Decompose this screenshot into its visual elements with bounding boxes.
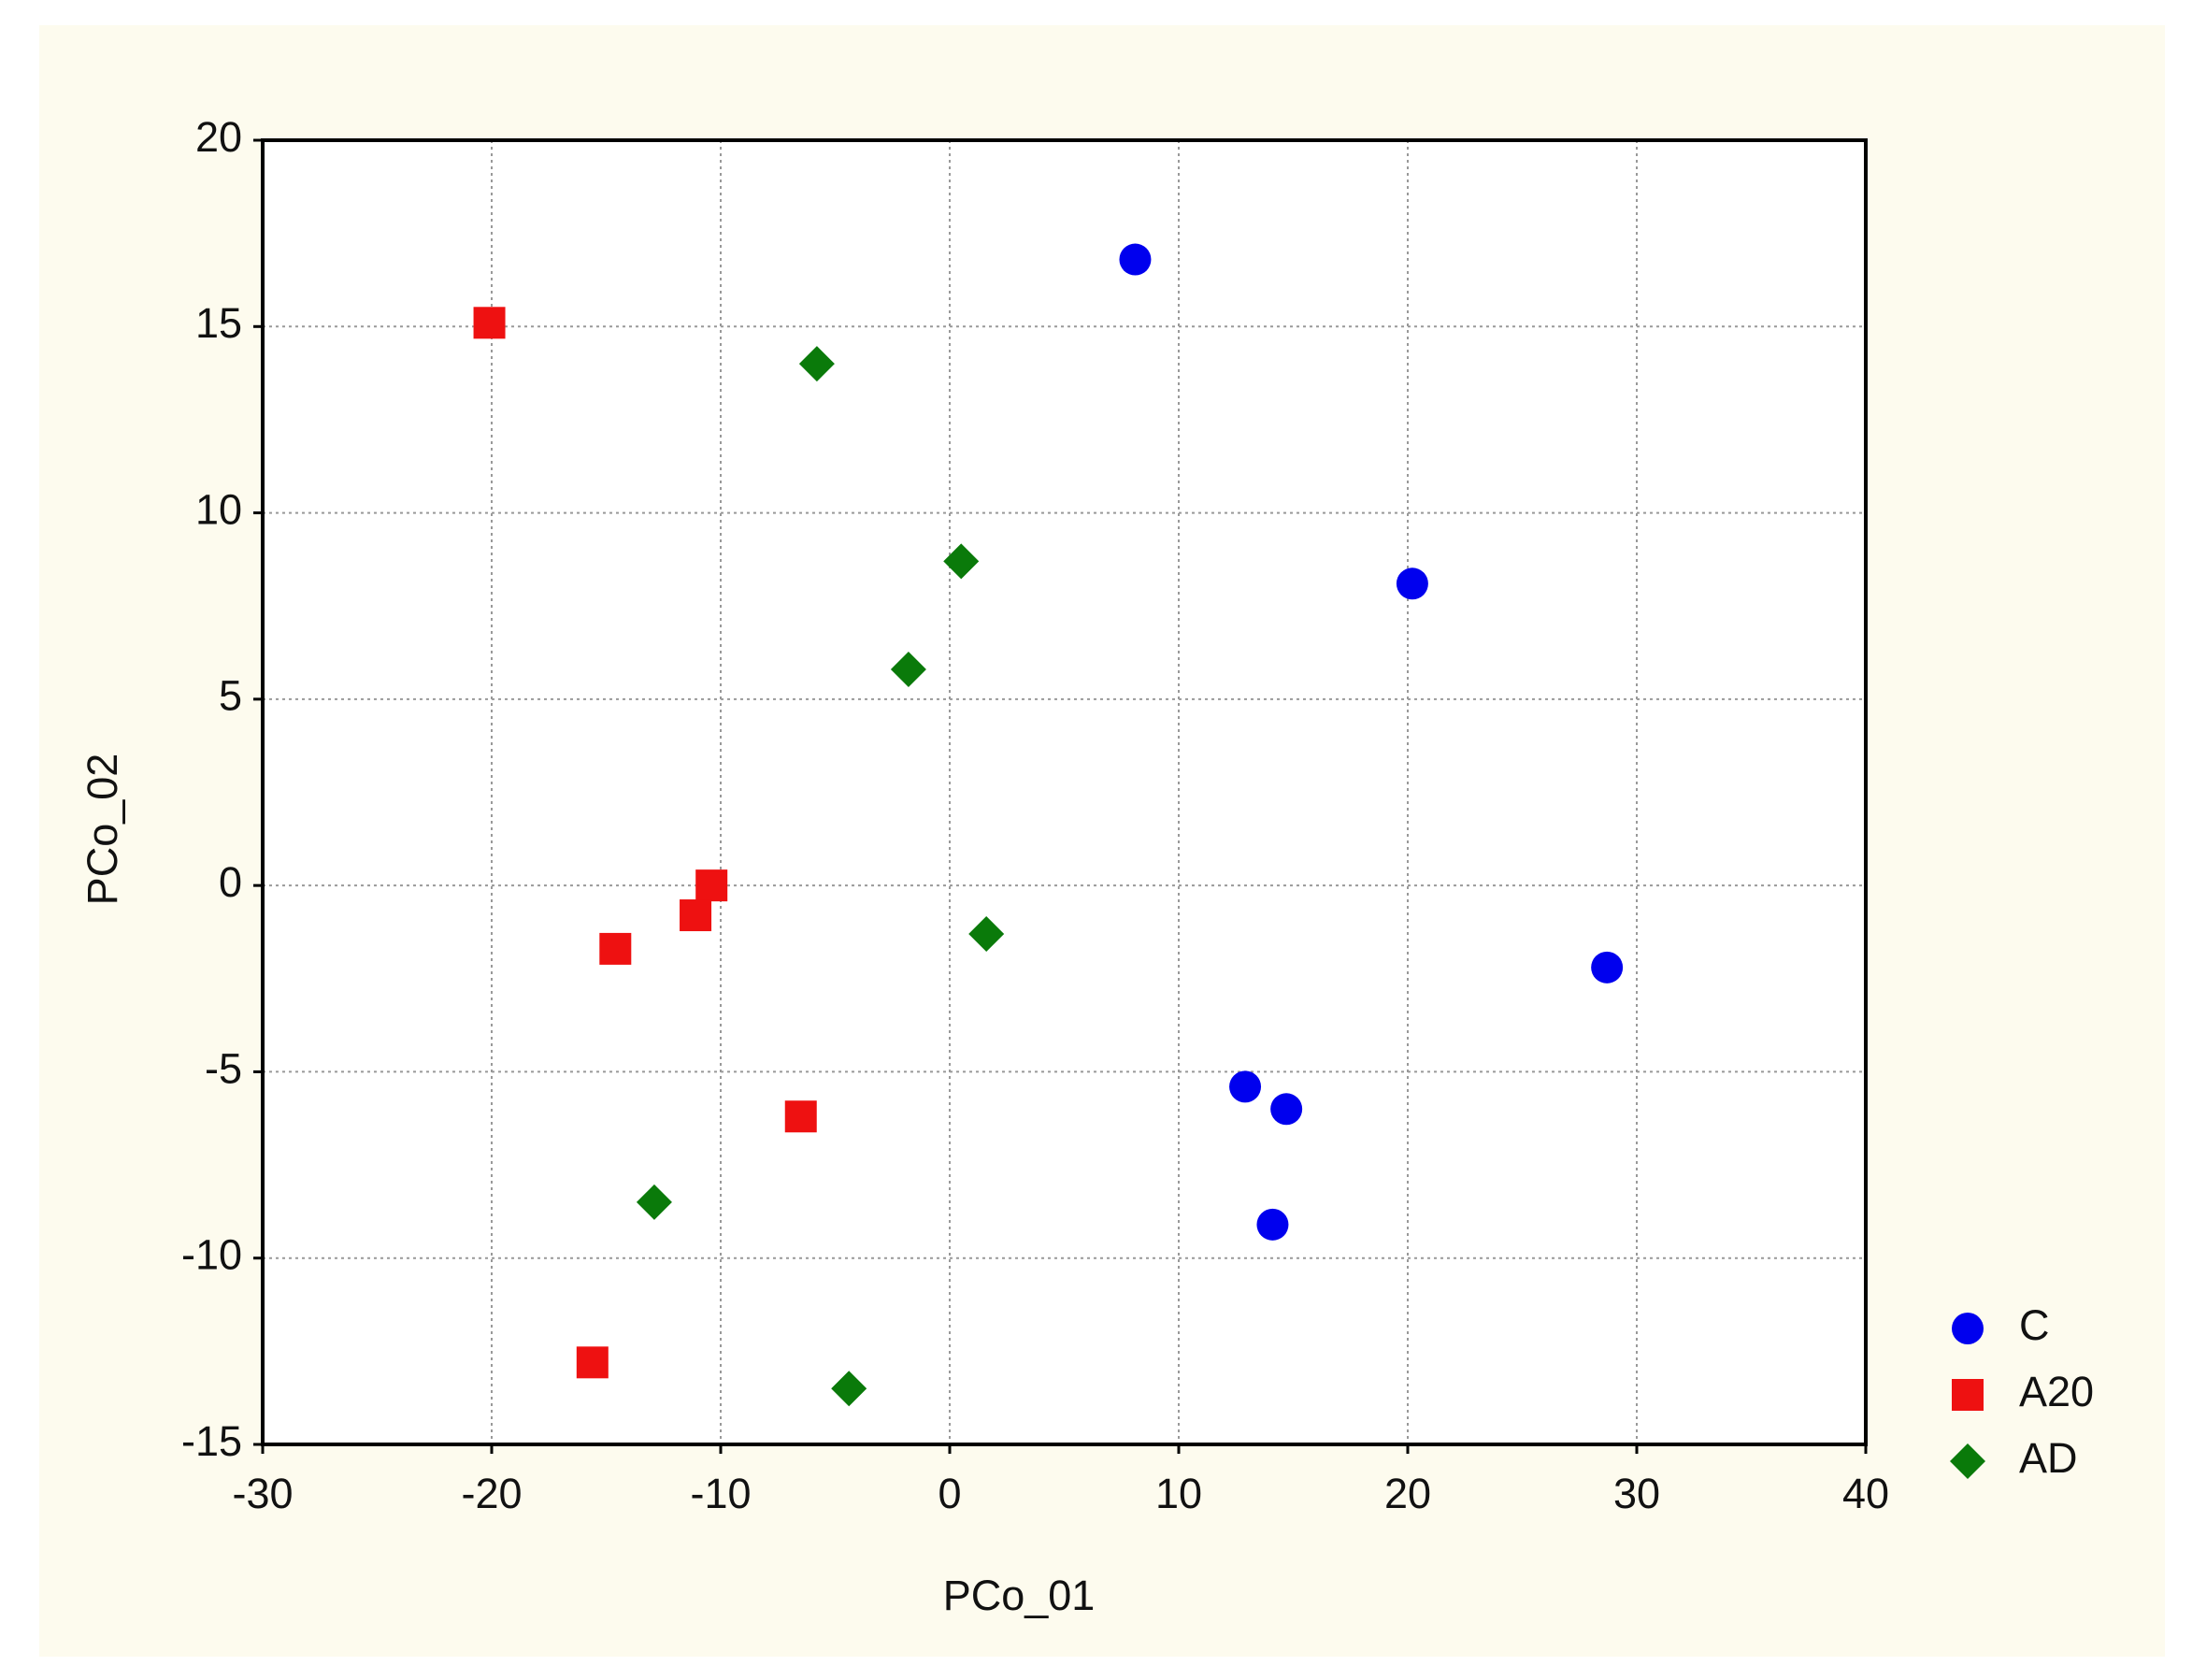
point <box>599 932 632 965</box>
legend-marker <box>1950 1443 1985 1479</box>
y-axis-label: PCo_02 <box>79 754 126 906</box>
x-axis-label: PCo_01 <box>943 1572 1096 1619</box>
point <box>473 307 506 339</box>
y-tick-label: -15 <box>181 1417 242 1465</box>
x-tick-label: -30 <box>232 1470 293 1517</box>
legend-marker <box>1952 1313 1984 1344</box>
point <box>784 1100 817 1133</box>
point <box>831 1371 867 1407</box>
x-tick-label: -20 <box>461 1470 522 1517</box>
x-tick-label: 40 <box>1842 1470 1889 1517</box>
point <box>680 899 712 932</box>
point <box>1270 1093 1303 1126</box>
x-tick-label: 0 <box>938 1470 961 1517</box>
point <box>1396 567 1428 600</box>
x-tick-label: 30 <box>1613 1470 1660 1517</box>
legend-marker <box>1952 1379 1984 1411</box>
x-tick-label: -10 <box>690 1470 751 1517</box>
point <box>1229 1070 1262 1103</box>
point <box>576 1346 609 1379</box>
point <box>890 651 926 687</box>
point <box>1256 1208 1289 1241</box>
point <box>968 915 1005 952</box>
plot-frame <box>261 138 1868 1446</box>
x-tick-label: 20 <box>1384 1470 1431 1517</box>
point <box>695 869 728 902</box>
point <box>943 543 980 580</box>
y-tick-label: -5 <box>205 1044 242 1092</box>
legend-label: A20 <box>2019 1368 2094 1415</box>
y-tick-label: 5 <box>219 672 242 720</box>
point <box>1591 951 1624 984</box>
y-tick-label: 0 <box>219 858 242 906</box>
legend-label: AD <box>2019 1434 2078 1482</box>
y-tick-label: -10 <box>181 1231 242 1279</box>
x-tick-label: 10 <box>1155 1470 1202 1517</box>
y-tick-label: 10 <box>195 485 242 533</box>
point <box>798 346 835 382</box>
point <box>1119 243 1152 276</box>
legend-label: C <box>2019 1301 2050 1349</box>
plot-area <box>263 140 1866 1444</box>
y-tick-label: 20 <box>195 113 242 161</box>
y-tick-label: 15 <box>195 299 242 347</box>
point <box>636 1184 672 1220</box>
